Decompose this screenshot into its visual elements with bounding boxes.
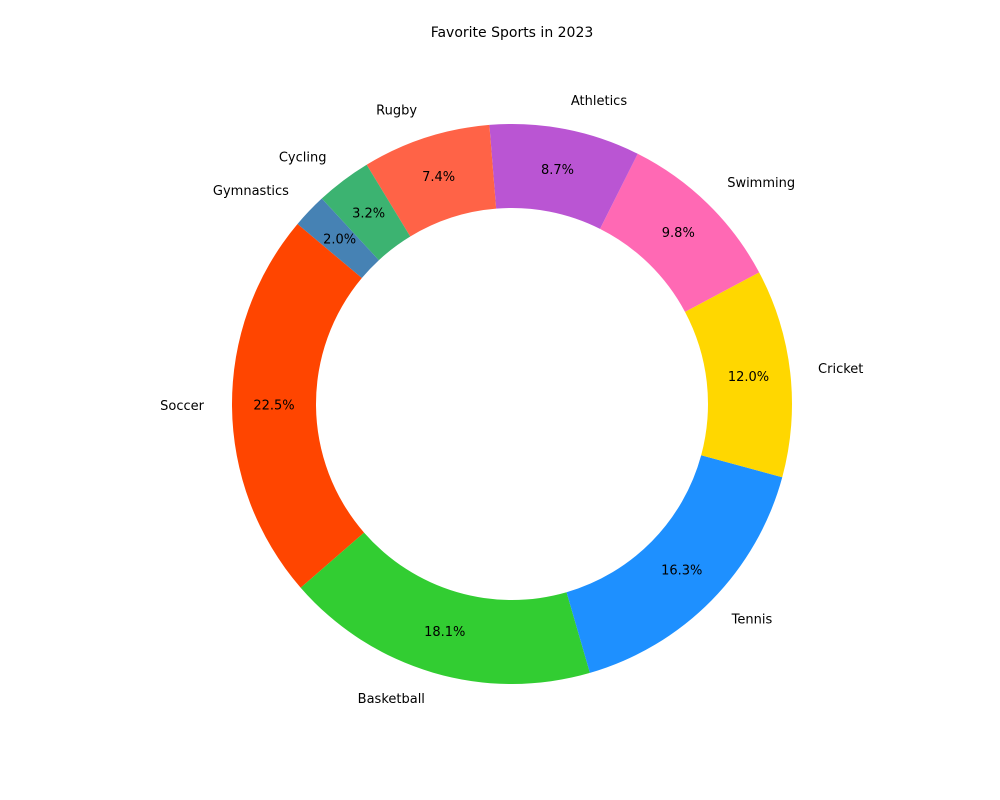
slice-athletics (489, 124, 638, 229)
category-label-rugby: Rugby (376, 104, 417, 119)
percent-label-gymnastics: 2.0% (323, 232, 356, 247)
category-label-swimming: Swimming (727, 176, 795, 191)
slices-group (231, 124, 792, 684)
percent-label-swimming: 9.8% (662, 226, 695, 241)
slice-soccer (231, 224, 365, 588)
category-label-basketball: Basketball (358, 692, 425, 707)
category-label-athletics: Athletics (571, 94, 627, 109)
slice-rugby (366, 124, 497, 237)
percent-label-soccer: 22.5% (253, 399, 294, 414)
slice-basketball (300, 532, 590, 684)
percent-labels-group: 22.5% 18.1% 16.3% 12.0% 9.8% 8.7% 7.4% 3.2% 2.0% (253, 163, 769, 640)
chart-title: Favorite Sports in 2023 (431, 25, 594, 41)
category-label-cricket: Cricket (818, 362, 863, 377)
percent-label-cricket: 12.0% (728, 370, 769, 385)
percent-label-basketball: 18.1% (424, 625, 465, 640)
category-labels-group: Soccer Basketball Tennis Cricket Swimming Ath… (160, 94, 863, 707)
slice-cycling (321, 164, 411, 261)
slice-cricket (684, 272, 792, 478)
slice-tennis (566, 455, 783, 673)
category-label-soccer: Soccer (160, 399, 204, 414)
category-label-cycling: Cycling (279, 151, 327, 166)
slice-gymnastics (297, 198, 379, 279)
slice-swimming (600, 153, 760, 312)
percent-label-rugby: 7.4% (422, 170, 455, 185)
category-label-tennis: Tennis (731, 612, 773, 627)
percent-label-athletics: 8.7% (541, 163, 574, 178)
category-label-gymnastics: Gymnastics (213, 184, 289, 199)
percent-label-tennis: 16.3% (661, 563, 702, 578)
percent-label-cycling: 3.2% (352, 207, 385, 222)
